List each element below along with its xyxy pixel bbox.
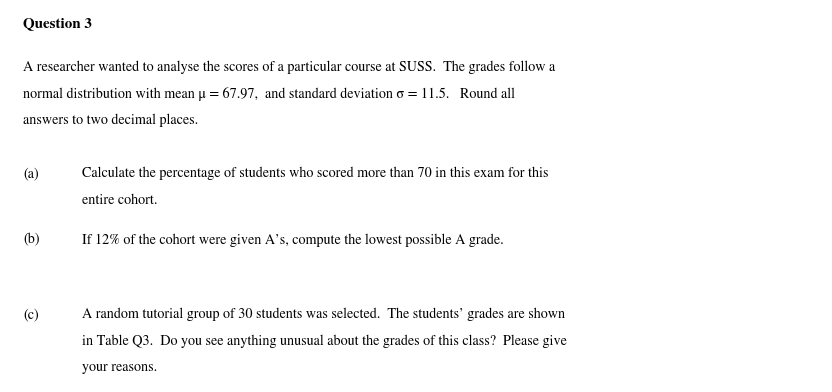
Text: (a): (a): [23, 167, 39, 180]
Text: Calculate the percentage of students who scored more than 70 in this exam for th: Calculate the percentage of students who…: [82, 167, 548, 180]
Text: entire cohort.: entire cohort.: [82, 193, 157, 207]
Text: A random tutorial group of 30 students was selected.  The students’ grades are s: A random tutorial group of 30 students w…: [82, 308, 565, 321]
Text: If 12% of the cohort were given A’s, compute the lowest possible A grade.: If 12% of the cohort were given A’s, com…: [82, 233, 503, 247]
Text: (b): (b): [23, 233, 40, 247]
Text: normal distribution with mean μ = 67.97,  and standard deviation σ = 11.5.   Rou: normal distribution with mean μ = 67.97,…: [23, 87, 515, 101]
Text: A researcher wanted to analyse the scores of a particular course at SUSS.  The g: A researcher wanted to analyse the score…: [23, 61, 556, 74]
Text: answers to two decimal places.: answers to two decimal places.: [23, 114, 199, 127]
Text: in Table Q3.  Do you see anything unusual about the grades of this class?  Pleas: in Table Q3. Do you see anything unusual…: [82, 334, 567, 348]
Text: Question 3: Question 3: [23, 18, 92, 31]
Text: (c): (c): [23, 308, 39, 321]
Text: your reasons.: your reasons.: [82, 361, 156, 374]
